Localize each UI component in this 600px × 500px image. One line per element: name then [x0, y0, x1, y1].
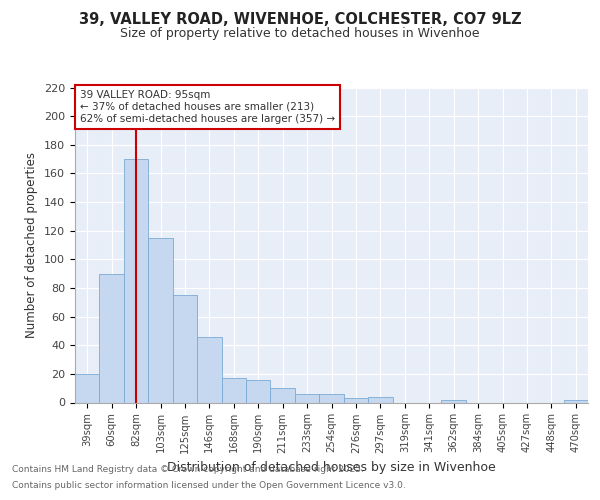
Y-axis label: Number of detached properties: Number of detached properties — [25, 152, 38, 338]
Bar — [100, 274, 124, 402]
Bar — [148, 238, 173, 402]
Text: 39 VALLEY ROAD: 95sqm
← 37% of detached houses are smaller (213)
62% of semi-det: 39 VALLEY ROAD: 95sqm ← 37% of detached … — [80, 90, 335, 124]
Bar — [563, 400, 588, 402]
Bar — [368, 397, 392, 402]
Bar — [344, 398, 368, 402]
Bar — [246, 380, 271, 402]
Text: 39, VALLEY ROAD, WIVENHOE, COLCHESTER, CO7 9LZ: 39, VALLEY ROAD, WIVENHOE, COLCHESTER, C… — [79, 12, 521, 28]
Text: Contains HM Land Registry data © Crown copyright and database right 2025.: Contains HM Land Registry data © Crown c… — [12, 466, 364, 474]
Bar — [197, 336, 221, 402]
Bar — [221, 378, 246, 402]
X-axis label: Distribution of detached houses by size in Wivenhoe: Distribution of detached houses by size … — [167, 461, 496, 474]
Bar — [173, 295, 197, 403]
Bar — [75, 374, 100, 402]
Bar — [124, 159, 148, 402]
Bar — [271, 388, 295, 402]
Bar — [295, 394, 319, 402]
Bar — [442, 400, 466, 402]
Text: Contains public sector information licensed under the Open Government Licence v3: Contains public sector information licen… — [12, 480, 406, 490]
Bar — [319, 394, 344, 402]
Text: Size of property relative to detached houses in Wivenhoe: Size of property relative to detached ho… — [120, 28, 480, 40]
